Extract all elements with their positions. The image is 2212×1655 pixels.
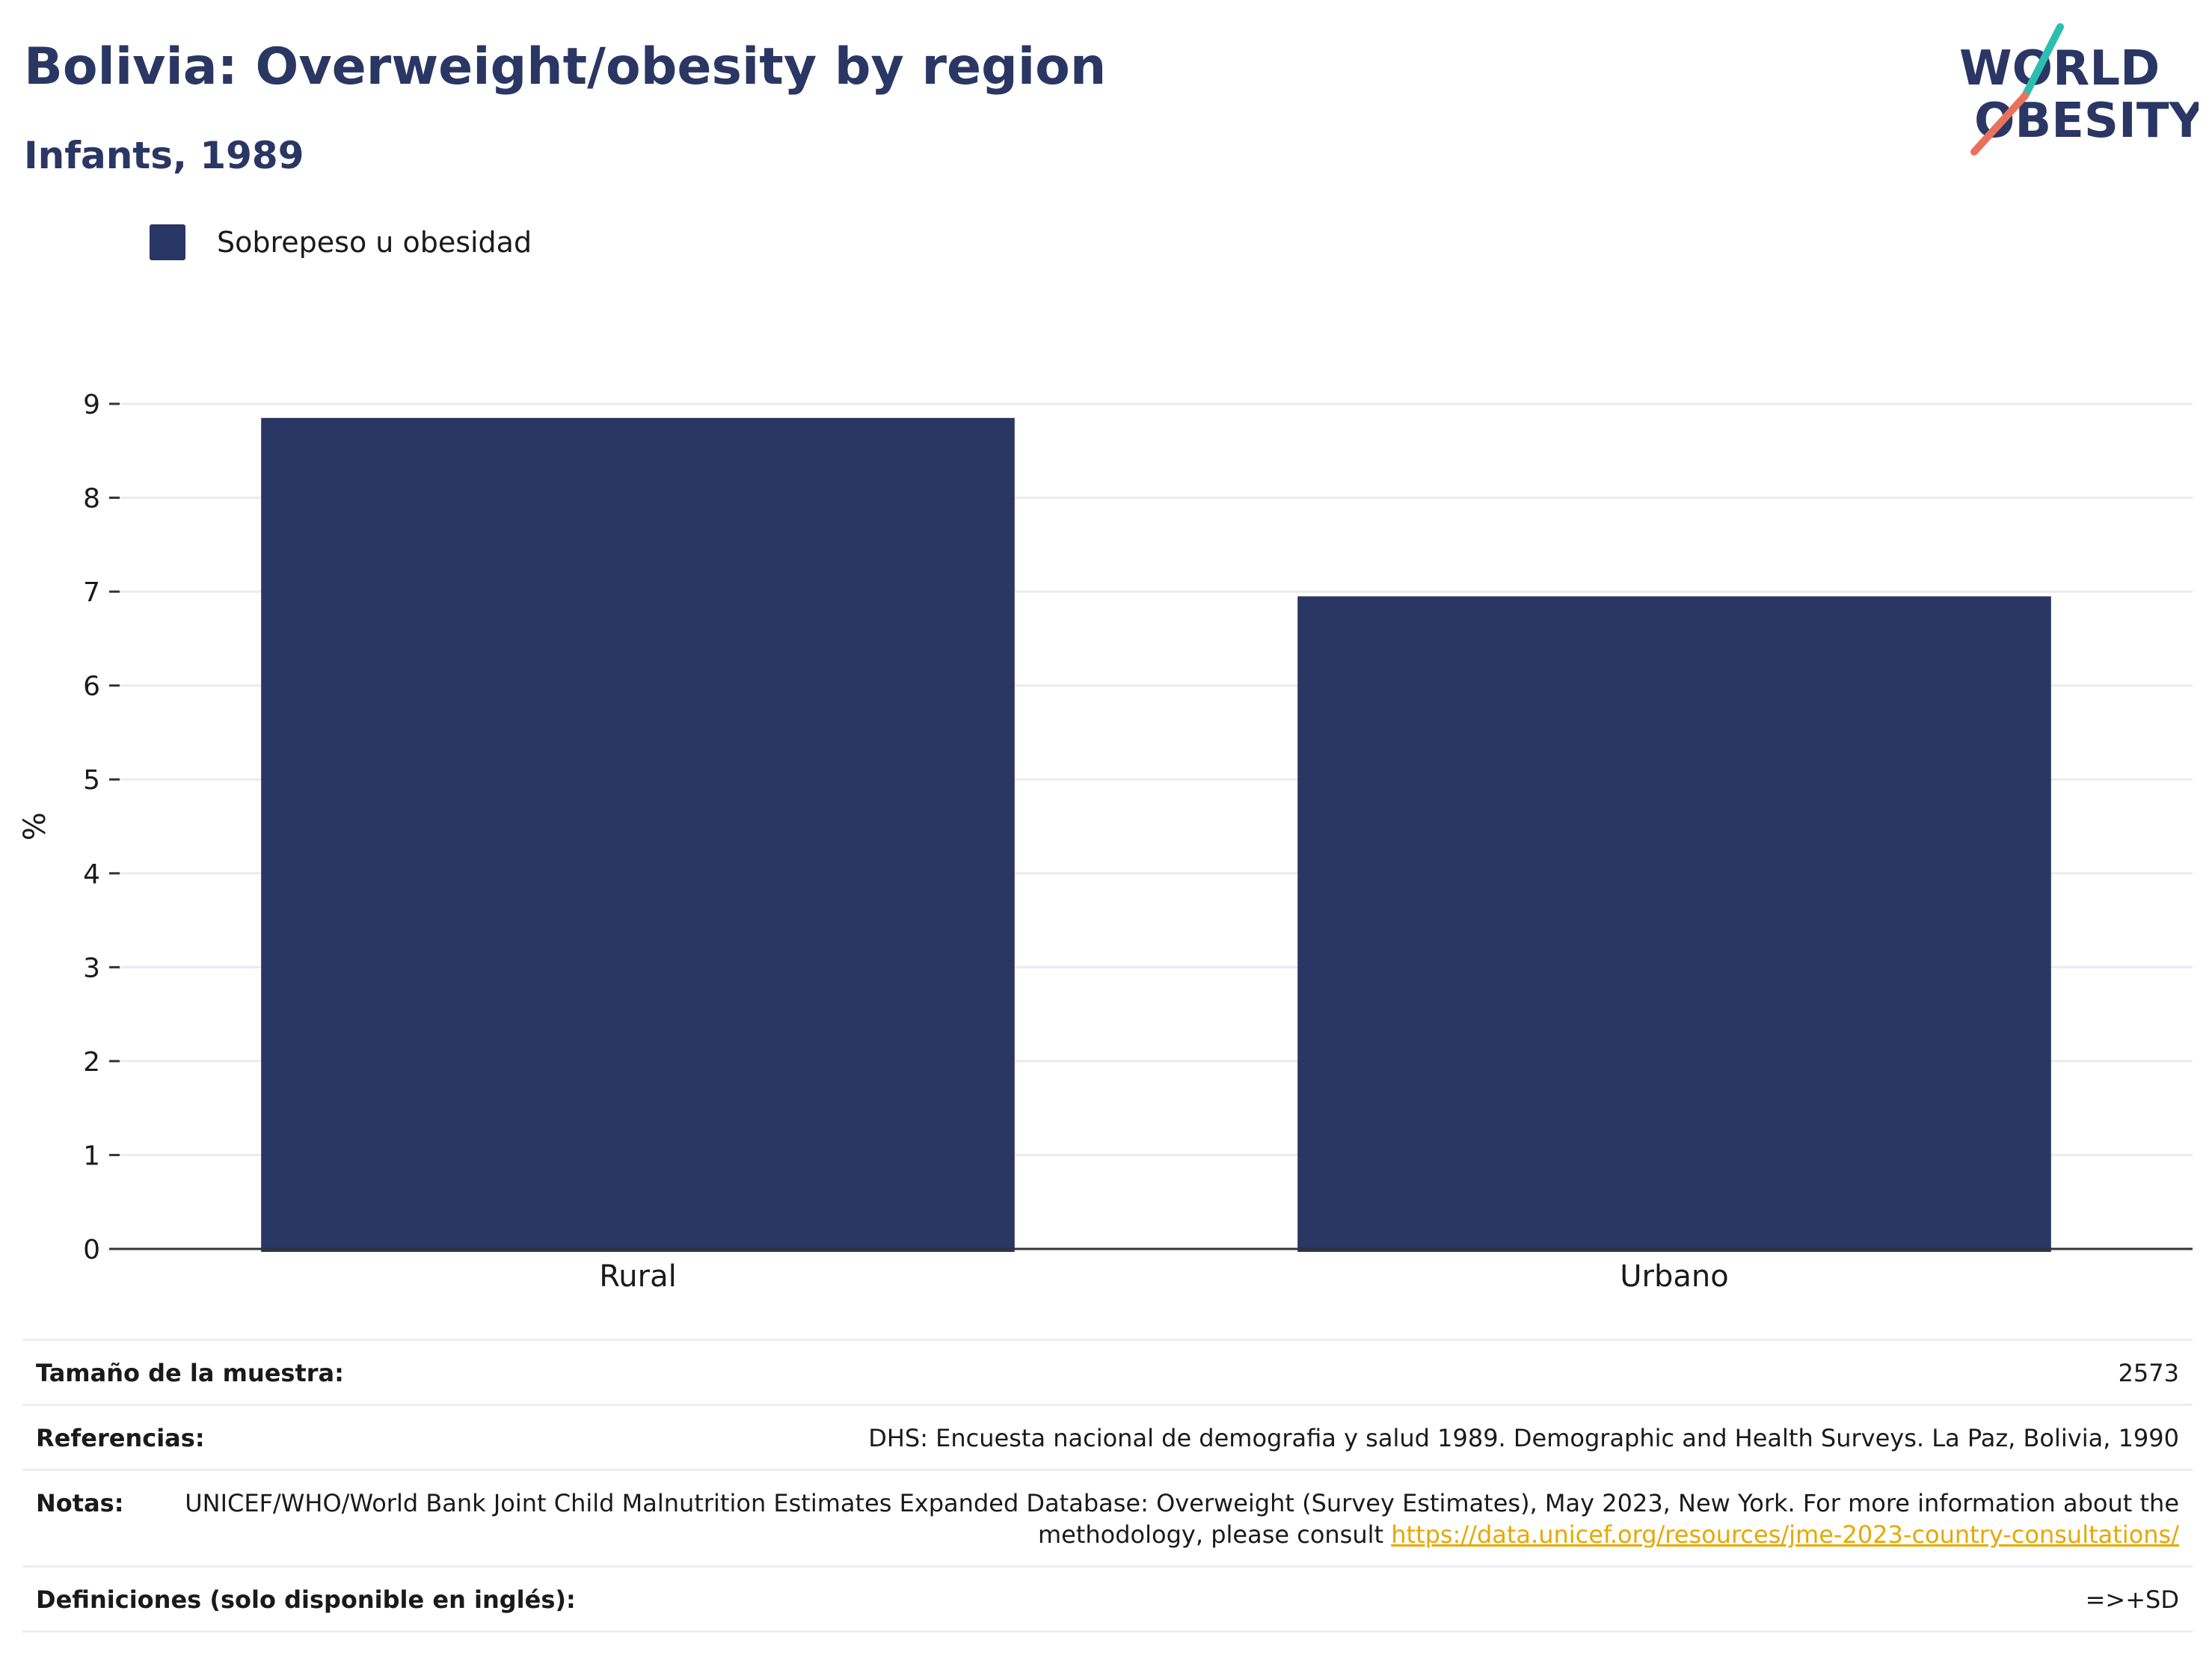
info-row-notes: Notas: UNICEF/WHO/World Bank Joint Child… xyxy=(22,1471,2193,1568)
category-labels: Rural Urbano xyxy=(599,1259,1728,1294)
info-value: =>+SD xyxy=(2085,1585,2179,1614)
notes-text: UNICEF/WHO/World Bank Joint Child Malnut… xyxy=(185,1489,2179,1549)
bar-rural xyxy=(261,417,1015,1253)
chart-subtitle: Infants, 1989 xyxy=(24,134,304,177)
info-table: Tamaño de la muestra: 2573 Referencias: … xyxy=(22,1339,2193,1633)
methodology-link[interactable]: https://data.unicef.org/resources/jme-20… xyxy=(1391,1520,2179,1549)
y-tick-label: 2 xyxy=(83,1047,100,1078)
y-tick-label: 6 xyxy=(83,672,100,702)
info-row-definitions: Definiciones (solo disponible en inglés)… xyxy=(22,1568,2193,1633)
category-label-urbano: Urbano xyxy=(1620,1259,1728,1294)
y-tick-label: 7 xyxy=(83,577,100,608)
info-key: Notas: xyxy=(36,1489,124,1517)
info-value: 2573 xyxy=(2118,1359,2179,1387)
y-tick-label: 5 xyxy=(83,765,100,796)
y-tick-label: 9 xyxy=(83,390,100,420)
logo-word-obesity: OBESITY xyxy=(1974,93,2199,149)
logo-teal-slash xyxy=(2021,23,2064,99)
y-tick-label: 4 xyxy=(83,859,100,890)
info-row-sample-size: Tamaño de la muestra: 2573 xyxy=(22,1341,2193,1406)
info-key: Definiciones (solo disponible en inglés)… xyxy=(36,1585,576,1614)
world-obesity-logo: WORLD OBESITY xyxy=(1959,23,2199,156)
info-value: DHS: Encuesta nacional de demografia y s… xyxy=(868,1424,2179,1452)
info-key: Referencias: xyxy=(36,1424,205,1452)
legend-label: Sobrepeso u obesidad xyxy=(217,226,532,259)
bar-chart: 0 1 2 3 4 5 6 7 8 9 Rural Urbano % xyxy=(18,390,2193,1294)
category-label-rural: Rural xyxy=(599,1259,676,1294)
y-tick-label: 1 xyxy=(83,1140,100,1171)
legend-swatch xyxy=(150,224,185,260)
legend: Sobrepeso u obesidad xyxy=(150,221,532,263)
bars xyxy=(261,417,2051,1253)
chart-title: Bolivia: Overweight/obesity by region xyxy=(24,37,1107,96)
y-tick-label: 0 xyxy=(83,1235,100,1265)
y-tick-labels: 0 1 2 3 4 5 6 7 8 9 xyxy=(83,390,120,1265)
logo-word-world: WORLD xyxy=(1959,41,2160,96)
info-row-references: Referencias: DHS: Encuesta nacional de d… xyxy=(22,1406,2193,1471)
bar-urbano xyxy=(1297,596,2051,1252)
y-tick-label: 8 xyxy=(83,484,100,515)
logo-coral-slash xyxy=(1970,92,2029,156)
info-value: UNICEF/WHO/World Bank Joint Child Malnut… xyxy=(169,1487,2179,1550)
y-axis-title: % xyxy=(18,812,52,841)
info-key: Tamaño de la muestra: xyxy=(36,1359,344,1387)
y-tick-label: 3 xyxy=(83,953,100,983)
